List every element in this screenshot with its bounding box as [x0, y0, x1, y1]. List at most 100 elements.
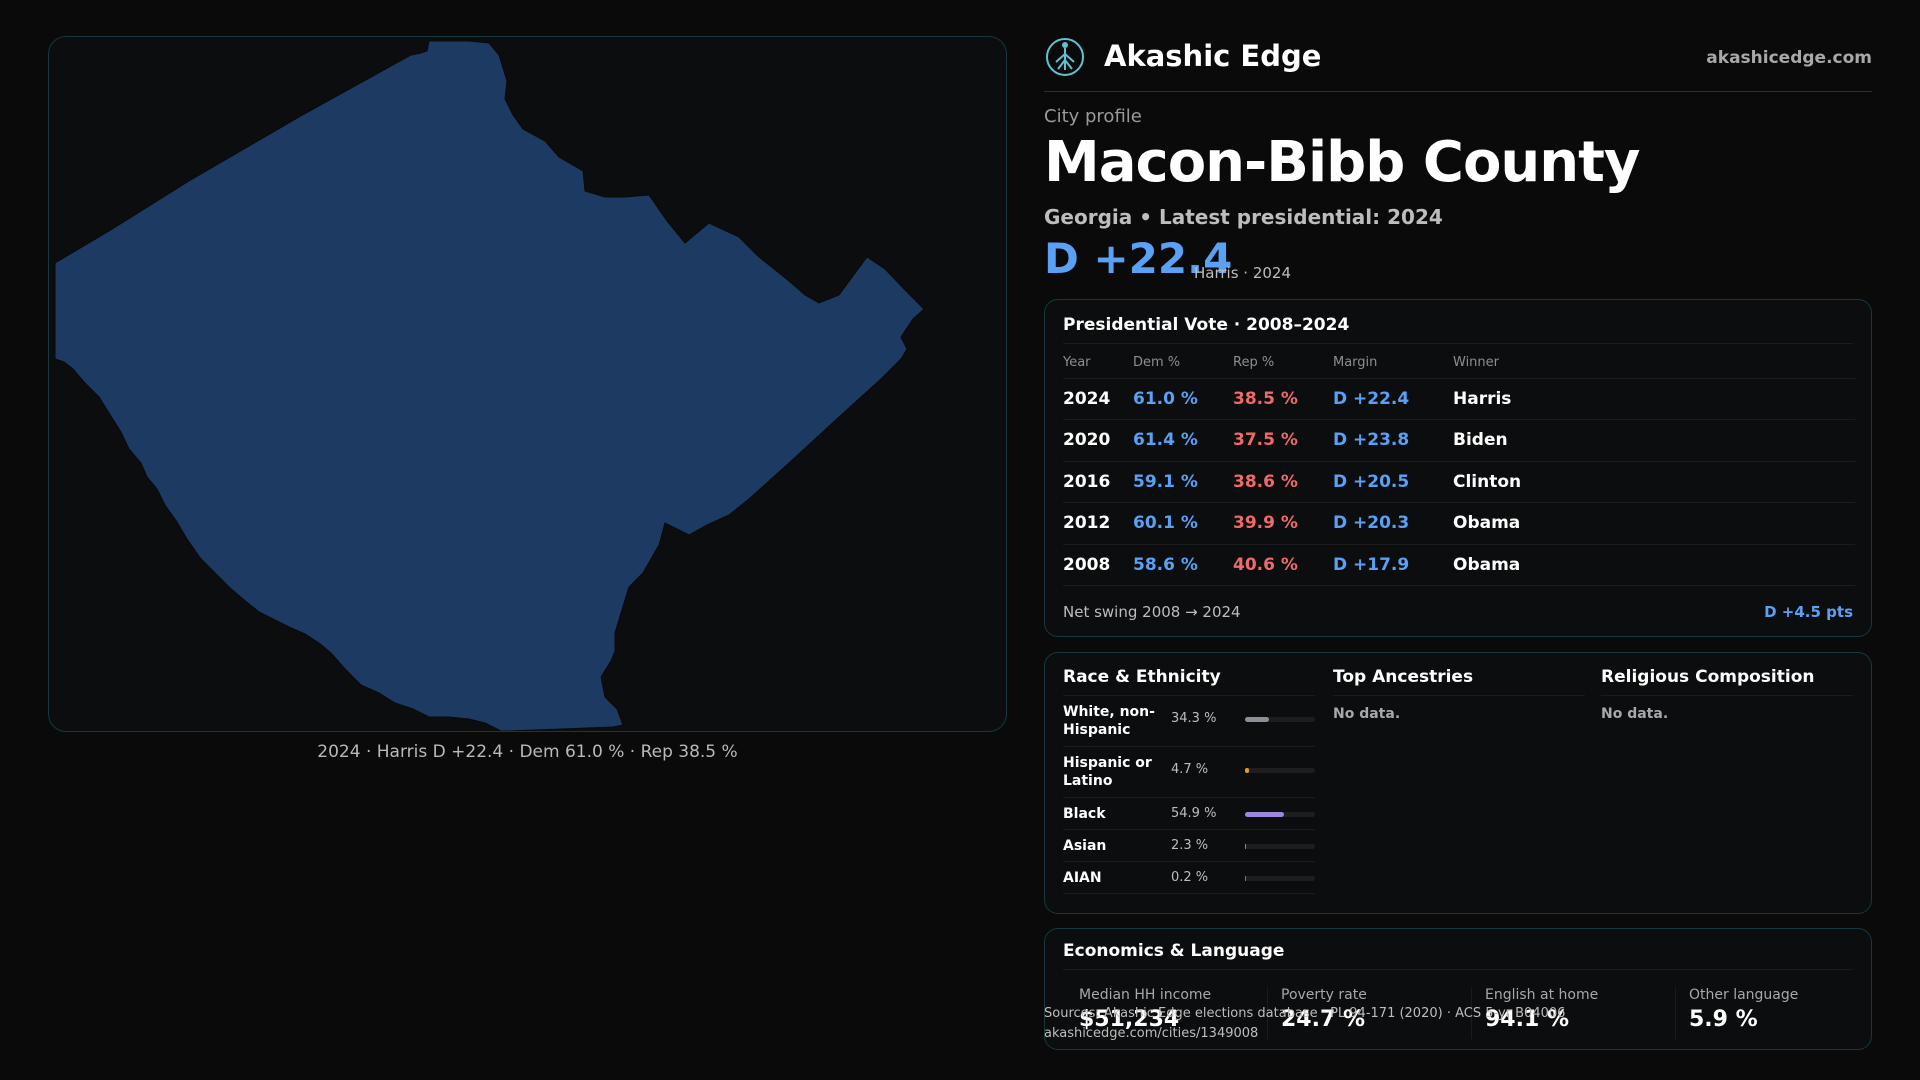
divider: [1471, 987, 1472, 1039]
cell-dem: 60.1 %: [1133, 502, 1233, 545]
cell-margin: D +22.4: [1333, 378, 1453, 420]
ancestries-empty-text: No data.: [1333, 706, 1401, 722]
table-row[interactable]: 2012 60.1 % 39.9 % D +20.3 Obama: [1063, 502, 1855, 545]
stat-label: Median HH income: [1079, 987, 1212, 1003]
headline-margin-note: Harris · 2024: [1194, 264, 1292, 282]
cell-margin: D +20.3: [1333, 502, 1453, 545]
cell-winner: Obama: [1453, 544, 1855, 586]
cell-dem: 61.0 %: [1133, 378, 1233, 420]
race-label: White, non-Hispanic: [1063, 704, 1155, 738]
stat-value: 5.9 %: [1689, 1007, 1758, 1032]
stat-english-home: English at home 94.1 %: [1485, 987, 1598, 1039]
site-link[interactable]: akashicedge.com: [1706, 48, 1872, 68]
race-percent: 34.3 %: [1171, 711, 1217, 726]
headline-margin: D +22.4: [1044, 234, 1233, 283]
column-header-margin[interactable]: Margin: [1333, 348, 1453, 379]
race-label: Black: [1063, 806, 1106, 822]
cell-year: 2024: [1063, 378, 1133, 420]
cell-winner: Harris: [1453, 378, 1855, 420]
race-bar-track: [1245, 768, 1315, 773]
race-label: Asian: [1063, 838, 1107, 854]
net-swing-value: D +4.5 pts: [1764, 603, 1853, 621]
column-header-rep[interactable]: Rep %: [1233, 348, 1333, 379]
presidential-vote-card: Presidential Vote · 2008–2024 Year Dem %…: [1044, 299, 1872, 637]
net-swing-label: Net swing 2008 → 2024: [1063, 603, 1241, 621]
race-ethnicity-title: Race & Ethnicity: [1063, 667, 1315, 696]
stat-label: Other language: [1689, 987, 1799, 1003]
divider: [1267, 987, 1268, 1039]
stat-median-income: Median HH income $51,234: [1079, 987, 1211, 1039]
stat-value: $51,234: [1079, 1007, 1180, 1032]
cell-rep: 40.6 %: [1233, 544, 1333, 586]
presidential-vote-title: Presidential Vote · 2008–2024: [1063, 315, 1350, 335]
stat-label: English at home: [1485, 987, 1599, 1003]
county-map[interactable]: [48, 36, 1007, 732]
cell-margin: D +17.9: [1333, 544, 1453, 586]
cell-winner: Biden: [1453, 419, 1855, 462]
race-row: Hispanic or Latino 4.7 %: [1063, 747, 1315, 798]
page-url[interactable]: akashicedge.com/cities/1349008: [1044, 1026, 1259, 1041]
table-header-row: Year Dem % Rep % Margin Winner: [1063, 348, 1855, 379]
race-bar-fill: [1245, 717, 1269, 722]
divider: [1063, 343, 1853, 344]
stat-label: Poverty rate: [1281, 987, 1367, 1003]
table-row[interactable]: 2024 61.0 % 38.5 % D +22.4 Harris: [1063, 378, 1855, 420]
religion-empty-text: No data.: [1601, 706, 1669, 722]
race-ethnicity-list: White, non-Hispanic 34.3 % Hispanic or L…: [1063, 696, 1315, 894]
economics-title: Economics & Language: [1063, 941, 1285, 961]
divider: [1063, 969, 1853, 970]
race-row: AIAN 0.2 %: [1063, 862, 1315, 894]
cell-rep: 38.5 %: [1233, 378, 1333, 420]
cell-year: 2012: [1063, 502, 1133, 545]
stat-value: 94.1 %: [1485, 1007, 1569, 1032]
cell-margin: D +20.5: [1333, 461, 1453, 503]
race-row: White, non-Hispanic 34.3 %: [1063, 696, 1315, 747]
page-title: Macon-Bibb County: [1044, 130, 1640, 195]
cell-dem: 61.4 %: [1133, 419, 1233, 462]
stat-value: 24.7 %: [1281, 1007, 1365, 1032]
race-row: Asian 2.3 %: [1063, 830, 1315, 862]
race-bar-fill: [1245, 812, 1284, 817]
cell-dem: 58.6 %: [1133, 544, 1233, 586]
race-label: Hispanic or Latino: [1063, 755, 1152, 789]
cell-year: 2008: [1063, 544, 1133, 586]
race-bar-track: [1245, 717, 1315, 722]
stat-other-language: Other language 5.9 %: [1689, 987, 1798, 1039]
religion-title: Religious Composition: [1601, 667, 1853, 696]
ancestries-title: Top Ancestries: [1333, 667, 1585, 696]
table-row[interactable]: 2016 59.1 % 38.6 % D +20.5 Clinton: [1063, 461, 1855, 503]
stat-poverty-rate: Poverty rate 24.7 %: [1281, 987, 1367, 1039]
race-percent: 0.2 %: [1171, 870, 1209, 885]
race-bar-track: [1245, 876, 1315, 881]
race-row: Black 54.9 %: [1063, 798, 1315, 830]
page-footer: Sources: Akashic Edge elections database…: [1044, 1004, 1565, 1044]
demographics-card: Race & Ethnicity White, non-Hispanic 34.…: [1044, 652, 1872, 914]
cell-dem: 59.1 %: [1133, 461, 1233, 503]
app-header: Akashic Edge akashicedge.com: [1044, 36, 1872, 92]
cell-winner: Obama: [1453, 502, 1855, 545]
race-bar-track: [1245, 812, 1315, 817]
county-shape[interactable]: [54, 40, 925, 731]
column-header-dem[interactable]: Dem %: [1133, 348, 1233, 379]
cell-year: 2016: [1063, 461, 1133, 503]
column-header-year[interactable]: Year: [1063, 348, 1133, 379]
table-row[interactable]: 2008 58.6 % 40.6 % D +17.9 Obama: [1063, 544, 1855, 586]
religion-section: Religious Composition No data.: [1601, 667, 1853, 722]
divider: [1675, 987, 1676, 1039]
source-note: Sources: Akashic Edge elections database…: [1044, 1006, 1566, 1021]
county-map-svg: [54, 40, 925, 731]
table-row[interactable]: 2020 61.4 % 37.5 % D +23.8 Biden: [1063, 419, 1855, 462]
race-bar-fill: [1245, 876, 1246, 881]
race-ethnicity-section: Race & Ethnicity White, non-Hispanic 34.…: [1063, 667, 1315, 894]
tree-circle-logo-icon[interactable]: [1044, 36, 1086, 78]
race-percent: 2.3 %: [1171, 838, 1209, 853]
cell-year: 2020: [1063, 419, 1133, 462]
race-bar-fill: [1245, 844, 1247, 849]
brand-name[interactable]: Akashic Edge: [1104, 39, 1322, 73]
column-header-winner[interactable]: Winner: [1453, 348, 1855, 379]
cell-winner: Clinton: [1453, 461, 1855, 503]
race-bar-track: [1245, 844, 1315, 849]
presidential-vote-table: Year Dem % Rep % Margin Winner 2024 61.0…: [1063, 348, 1855, 586]
cell-rep: 38.6 %: [1233, 461, 1333, 503]
ancestries-section: Top Ancestries No data.: [1333, 667, 1585, 722]
